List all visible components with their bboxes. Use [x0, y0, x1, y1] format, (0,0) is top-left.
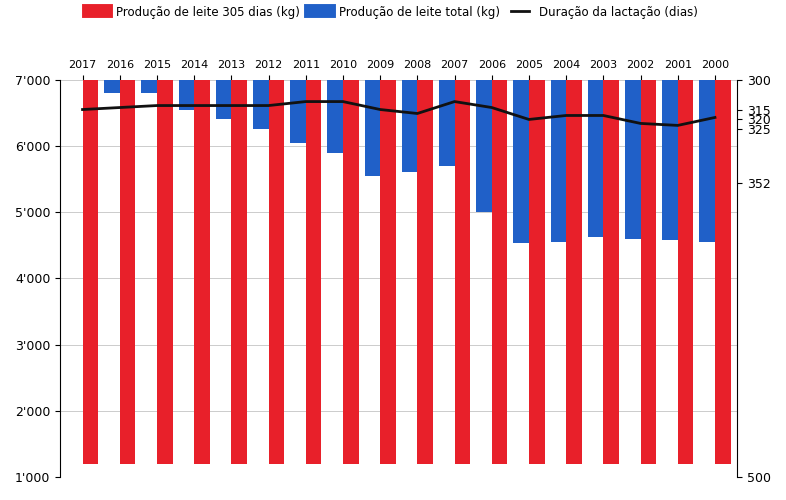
Duração da lactação (dias)	[524, 116, 534, 122]
Duração da lactação (dias)	[599, 112, 608, 118]
Duração da lactação (dias)	[189, 102, 199, 108]
Bar	[215, 14, 231, 120]
Bar	[513, 14, 529, 243]
Duração da lactação (dias)	[338, 98, 347, 104]
Bar	[104, 14, 119, 93]
Bar	[566, 14, 582, 464]
Bar	[178, 14, 194, 110]
Duração da lactação (dias)	[673, 122, 682, 128]
Bar	[327, 14, 343, 152]
Duração da lactação (dias)	[636, 120, 645, 126]
Bar	[662, 14, 678, 240]
Duração da lactação (dias)	[561, 112, 571, 118]
Duração da lactação (dias)	[152, 102, 162, 108]
Bar	[83, 14, 98, 464]
Duração da lactação (dias)	[226, 102, 236, 108]
Bar	[290, 14, 306, 142]
Bar	[550, 14, 566, 242]
Bar	[380, 14, 396, 464]
Bar	[439, 14, 454, 166]
Bar	[715, 14, 730, 464]
Bar	[417, 14, 433, 464]
Duração da lactação (dias)	[711, 114, 720, 120]
Bar	[306, 14, 321, 464]
Bar	[194, 14, 210, 464]
Bar	[529, 14, 545, 464]
Bar	[625, 14, 641, 238]
Duração da lactação (dias)	[115, 104, 124, 110]
Line: Duração da lactação (dias): Duração da lactação (dias)	[83, 102, 715, 126]
Duração da lactação (dias)	[376, 106, 385, 112]
Bar	[231, 14, 247, 464]
Bar	[269, 14, 285, 464]
Bar	[119, 14, 135, 464]
Bar	[641, 14, 656, 464]
Bar	[700, 14, 715, 242]
Duração da lactação (dias)	[301, 98, 310, 104]
Duração da lactação (dias)	[264, 102, 274, 108]
Bar	[253, 14, 269, 130]
Bar	[365, 14, 380, 175]
Bar	[604, 14, 619, 464]
Bar	[141, 14, 157, 93]
Bar	[492, 14, 508, 464]
Bar	[454, 14, 470, 464]
Bar	[402, 14, 417, 172]
Duração da lactação (dias)	[487, 104, 497, 110]
Bar	[476, 14, 492, 212]
Bar	[343, 14, 358, 464]
Bar	[67, 14, 83, 76]
Bar	[157, 14, 173, 464]
Duração da lactação (dias)	[78, 106, 87, 112]
Legend: Produção de leite 305 dias (kg), Produção de leite total (kg), Duração da lactaç: Produção de leite 305 dias (kg), Produçã…	[84, 1, 702, 24]
Duração da lactação (dias)	[450, 98, 459, 104]
Bar	[588, 14, 604, 237]
Duração da lactação (dias)	[413, 110, 422, 116]
Bar	[678, 14, 693, 464]
